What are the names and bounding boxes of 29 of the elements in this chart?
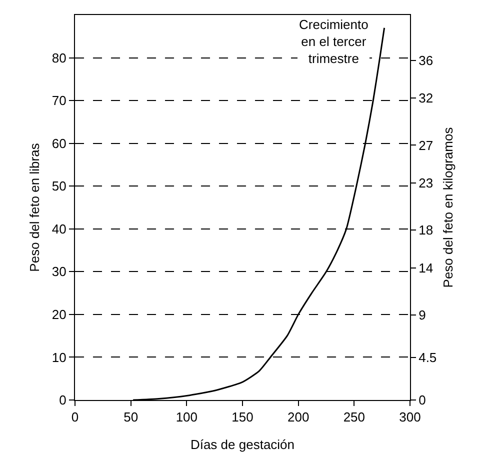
y2-tick-label: 14 <box>418 260 434 276</box>
y2-tick-label: 27 <box>418 138 434 153</box>
y-tick-label: 70 <box>52 93 66 108</box>
x-axis-title: Días de gestación <box>190 437 295 452</box>
y-tick-label: 80 <box>52 50 66 66</box>
x-tick-label: 50 <box>124 410 138 425</box>
x-tick-label: 300 <box>399 410 421 425</box>
x-tick-label: 200 <box>287 410 310 425</box>
y-tick-label: 50 <box>52 178 66 194</box>
y2-tick-label: 32 <box>418 90 434 106</box>
y2-tick-label: 0 <box>418 392 426 408</box>
annotation: Crecimiento en el tercer trimestre <box>299 17 368 66</box>
y-tick-label: 10 <box>52 350 66 365</box>
y2-tick-label: 9 <box>418 308 426 323</box>
x-tick-label: 150 <box>232 410 254 425</box>
y2-tick-label: 18 <box>418 222 434 238</box>
x-tick-label: 250 <box>343 410 366 425</box>
y2-tick-label: 23 <box>418 176 434 191</box>
y-tick-label: 40 <box>52 221 66 236</box>
x-tick-label: 0 <box>71 410 79 425</box>
y2-axis-title: Peso del feto en kilogramos <box>440 126 456 288</box>
y-axis-title: Peso del feto en libras <box>27 142 42 272</box>
y-tick-label: 30 <box>52 264 66 280</box>
x-tick-label: 100 <box>176 410 198 425</box>
y-tick-label: 20 <box>52 306 66 322</box>
y-tick-label: 0 <box>59 392 66 408</box>
y2-tick-label: 36 <box>418 52 434 68</box>
y-tick-label: 60 <box>52 136 66 151</box>
y2-tick-label: 4.5 <box>418 350 437 366</box>
